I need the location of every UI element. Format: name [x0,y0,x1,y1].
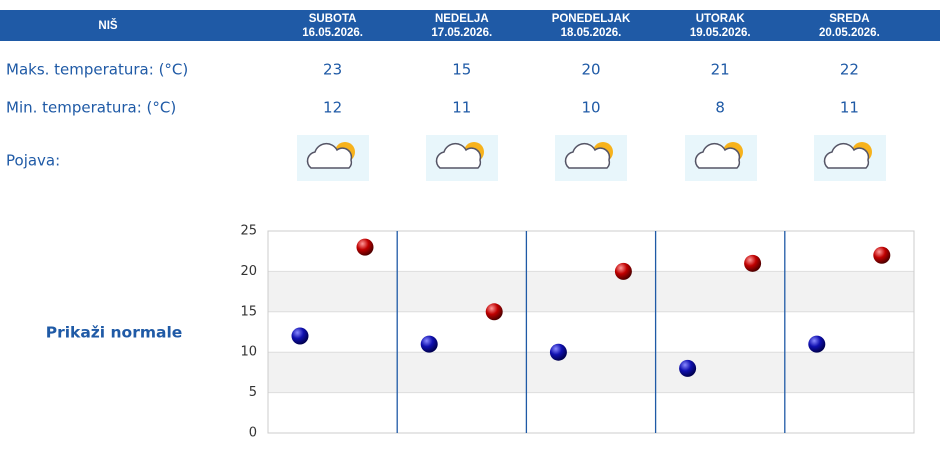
weather-icon [296,134,370,182]
y-tick-label: 25 [240,224,257,239]
day-date: 19.05.2026. [690,27,751,39]
city: NIŠ [98,19,118,32]
temp-dot [549,343,567,361]
day-name: SUBOTA [309,13,357,25]
max-temp: 20 [581,61,600,79]
temp-dot [808,335,826,353]
min-temp: 12 [323,99,342,117]
weather-icon [425,134,499,182]
row-label: Pojava: [6,152,60,170]
normals-link[interactable]: Prikaži normale [46,324,183,342]
day-name: NEDELJA [435,13,489,25]
grid-band [268,352,914,393]
temp-dot [679,359,697,377]
weather-icon [554,134,628,182]
y-tick-label: 10 [240,345,257,360]
min-temp: 10 [581,99,600,117]
y-tick-label: 15 [240,304,257,319]
max-temp: 21 [711,61,730,79]
temp-dot [291,327,309,345]
temp-dot [614,262,632,280]
day-name: UTORAK [696,13,746,25]
day-name: PONEDELJAK [552,13,631,25]
day-date: 18.05.2026. [561,27,622,39]
weather-icon [684,134,758,182]
min-temp: 8 [715,99,725,117]
temp-dot [420,335,438,353]
temp-dot [873,246,891,264]
max-temp: 22 [840,61,859,79]
grid-band [268,271,914,312]
y-tick-label: 5 [249,385,257,400]
temp-dot [485,303,503,321]
plot-border [267,230,915,434]
max-temp: 23 [323,61,342,79]
header-bar [0,10,940,41]
day-date: 17.05.2026. [431,27,492,39]
y-tick-label: 20 [240,264,257,279]
row-label: Maks. temperatura: (°C) [6,61,188,79]
temp-dot [356,238,374,256]
min-temp: 11 [452,99,471,117]
y-tick-label: 0 [249,426,257,441]
max-temp: 15 [452,61,471,79]
row-label: Min. temperatura: (°C) [6,99,176,117]
day-date: 16.05.2026. [302,27,363,39]
day-name: SREDA [829,13,869,25]
temp-dot [744,254,762,272]
weather-icon [813,134,887,182]
min-temp: 11 [840,99,859,117]
day-date: 20.05.2026. [819,27,880,39]
